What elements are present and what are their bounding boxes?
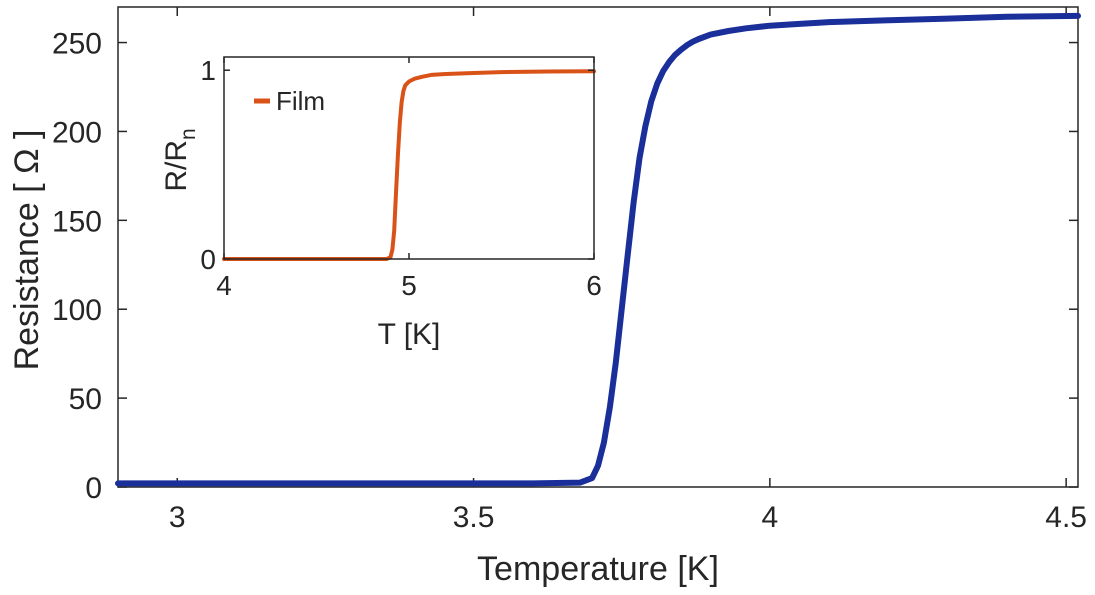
main-y-axis-label: Resistance [ Ω ] <box>8 130 46 371</box>
main-x-tick-label: 4 <box>762 501 779 534</box>
inset-y-ticks: 01 <box>200 55 594 275</box>
main-x-tick-label: 3 <box>169 501 186 534</box>
main-y-tick-label: 150 <box>52 205 102 238</box>
inset-legend: Film <box>254 86 325 116</box>
main-plot-frame <box>117 6 1079 488</box>
main-x-tick-label: 3.5 <box>453 501 495 534</box>
inset-x-axis-label: T [K] <box>378 318 441 351</box>
main-y-tick-label: 0 <box>85 472 102 505</box>
main-series-layer <box>115 12 1081 487</box>
inset-y-axis-label-main: R/R <box>160 140 193 192</box>
inset-y-axis-label-subscript: n <box>177 128 200 140</box>
inset-y-tick-label: 0 <box>200 244 216 275</box>
inset-x-tick-label: 5 <box>401 270 417 301</box>
inset-y-tick-label: 1 <box>200 55 216 86</box>
main-x-tick-label: 4.5 <box>1045 501 1087 534</box>
legend-label-film: Film <box>276 86 325 116</box>
inset-y-axis-label: R/Rn <box>160 128 200 191</box>
main-y-tick-label: 250 <box>52 28 102 61</box>
inset-x-tick-label: 4 <box>216 270 232 301</box>
main-y-tick-label: 100 <box>52 294 102 327</box>
inset-x-tick-label: 6 <box>586 270 602 301</box>
inset-series-line <box>222 69 596 261</box>
main-x-axis-label: Temperature [K] <box>477 550 719 588</box>
main-series-line <box>115 12 1081 487</box>
inset-x-ticks: 4 5 6 <box>216 57 602 301</box>
main-x-ticks: 3 3.5 4 4.5 <box>169 7 1087 534</box>
inset-series-layer <box>222 69 596 261</box>
main-y-tick-label: 200 <box>52 116 102 149</box>
inset-background <box>224 57 594 259</box>
main-y-tick-label: 50 <box>69 383 102 416</box>
